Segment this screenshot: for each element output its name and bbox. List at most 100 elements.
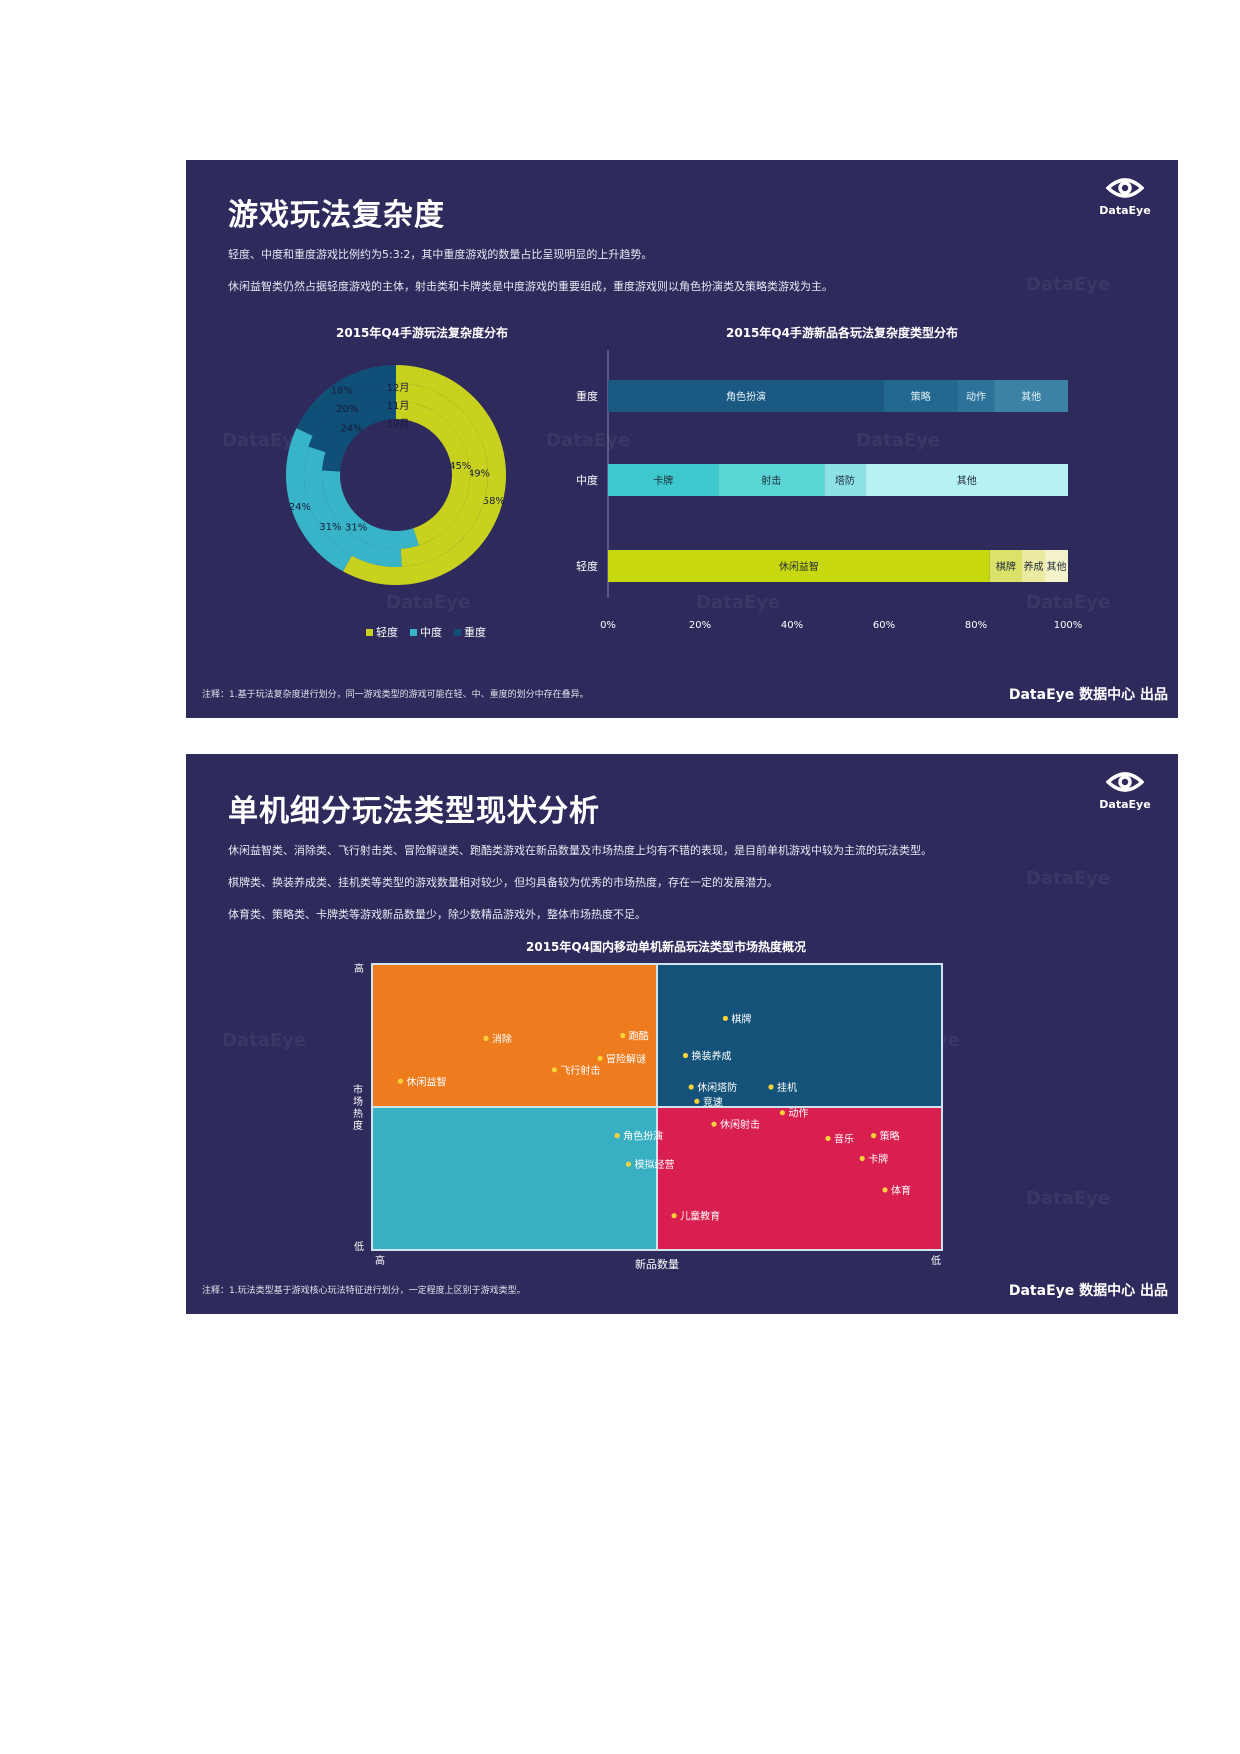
scatter-point bbox=[711, 1121, 717, 1127]
y-axis-title-char: 度 bbox=[353, 1119, 363, 1132]
scatter-point bbox=[682, 1052, 689, 1059]
legend-swatch bbox=[366, 628, 373, 636]
donut-ring-label: 10月 bbox=[387, 418, 410, 430]
scatter-point bbox=[768, 1084, 774, 1090]
donut-slice bbox=[343, 365, 506, 585]
donut-chart: 58% 24% 18% 49% 31% 20% 45% 31% 24% 12月 11月 10月 bbox=[286, 365, 506, 585]
eye-icon bbox=[1106, 178, 1144, 198]
scatter-point-label: 换装养成 bbox=[692, 1050, 732, 1063]
scatter-point-label: 棋牌 bbox=[731, 1012, 751, 1025]
scatter-point bbox=[859, 1155, 865, 1162]
donut-value-label: 49% bbox=[468, 468, 490, 479]
quadrant-chart-title: 2015年Q4国内移动单机新品玩法类型市场热度概况 bbox=[526, 940, 806, 954]
scatter-point bbox=[871, 1133, 877, 1139]
donut-value-label: 31% bbox=[345, 522, 367, 533]
bar-segment-label: 养成 bbox=[1024, 560, 1044, 573]
bar-segment bbox=[824, 464, 866, 496]
donut-value-label: 20% bbox=[336, 404, 358, 415]
x-tick-label: 100% bbox=[1054, 620, 1083, 631]
legend-swatch bbox=[454, 628, 461, 636]
logo-text: DataEye bbox=[1099, 204, 1151, 217]
quadrant-top-right bbox=[657, 964, 942, 1107]
bar-segment bbox=[608, 464, 719, 496]
quadrant-top-left bbox=[372, 964, 657, 1107]
donut-slice bbox=[296, 365, 396, 436]
donut-value-label: 31% bbox=[319, 522, 341, 533]
donut-slice bbox=[286, 428, 352, 572]
scatter-point bbox=[614, 1133, 620, 1139]
bar-segment bbox=[608, 380, 884, 412]
scatter-point-label: 消除 bbox=[492, 1032, 512, 1045]
donut-ring-label: 11月 bbox=[387, 400, 410, 412]
bar-segment-label: 其他 bbox=[1021, 390, 1041, 403]
logo-text: DataEye bbox=[1099, 798, 1151, 811]
bar-chart-title: 2015年Q4手游新品各玩法复杂度类型分布 bbox=[726, 326, 958, 340]
scatter-point bbox=[688, 1084, 694, 1090]
donut-value-label: 18% bbox=[331, 386, 353, 397]
watermark: DataEye bbox=[1026, 868, 1111, 889]
bar-category-label: 轻度 bbox=[576, 559, 598, 573]
bar-segment bbox=[865, 464, 1068, 496]
scatter-point bbox=[694, 1098, 700, 1104]
legend-label: 中度 bbox=[420, 626, 442, 639]
donut-ring-label: 12月 bbox=[387, 382, 410, 394]
description-line-1: 轻度、中度和重度游戏比例约为5:3:2，其中重度游戏的数量占比呈现明显的上升趋势… bbox=[228, 248, 653, 261]
scatter-point-label: 休闲塔防 bbox=[697, 1081, 737, 1094]
quadrant-bottom-right bbox=[657, 1107, 942, 1250]
donut-slice bbox=[322, 470, 419, 549]
scatter-point bbox=[779, 1110, 785, 1116]
bar-segment bbox=[608, 550, 990, 582]
dataeye-logo: DataEye bbox=[1090, 174, 1160, 224]
scatter-point-label: 休闲益智 bbox=[407, 1075, 447, 1088]
y-axis-title-char: 场 bbox=[353, 1095, 363, 1108]
scatter-point bbox=[825, 1135, 831, 1142]
slide-game-complexity: 游戏玩法复杂度 DataEye 轻度、中度和重度游戏比例约为5:3:2，其中重度… bbox=[186, 160, 1178, 718]
x-tick-label: 40% bbox=[781, 620, 803, 631]
donut-slice bbox=[396, 401, 471, 546]
eye-icon bbox=[1106, 772, 1144, 792]
scatter-point-label: 角色扮演 bbox=[623, 1130, 663, 1143]
y-axis-low: 低 bbox=[354, 1240, 364, 1253]
watermark: DataEye bbox=[222, 1030, 307, 1051]
bar-segment-label: 策略 bbox=[911, 390, 931, 403]
bar-segment bbox=[884, 380, 958, 412]
donut-slice bbox=[308, 383, 396, 453]
scatter-point bbox=[551, 1067, 557, 1073]
scatter-point-label: 休闲射击 bbox=[720, 1118, 760, 1131]
page-title: 游戏玩法复杂度 bbox=[228, 198, 445, 233]
description-line-2: 棋牌类、换装养成类、挂机类等类型的游戏数量相对较少，但均具备较为优秀的市场热度，… bbox=[228, 876, 778, 889]
bar-segment bbox=[1045, 550, 1068, 582]
x-axis-title: 新品数量 bbox=[635, 1257, 679, 1271]
legend-item-medium: 中度 bbox=[410, 624, 442, 640]
scatter-point-label: 飞行射击 bbox=[560, 1064, 600, 1077]
scatter-point bbox=[882, 1187, 888, 1193]
bar-segment bbox=[1022, 550, 1045, 582]
footnote: 注释：1.玩法类型基于游戏核心玩法特征进行划分，一定程度上区别于游戏类型。 bbox=[202, 1286, 526, 1296]
bar-segment-label: 其他 bbox=[957, 474, 977, 487]
slide-standalone-gameplay: 单机细分玩法类型现状分析 DataEye 休闲益智类、消除类、飞行射击类、冒险解… bbox=[186, 754, 1178, 1314]
scatter-point-label: 冒险解谜 bbox=[606, 1052, 646, 1065]
bar-segment-label: 棋牌 bbox=[996, 560, 1016, 573]
scatter-point bbox=[597, 1055, 603, 1061]
donut-value-label: 24% bbox=[340, 424, 362, 435]
bar-segment-label: 射击 bbox=[761, 475, 781, 487]
x-tick-label: 20% bbox=[689, 620, 711, 631]
donut-value-label: 45% bbox=[449, 461, 471, 472]
legend-swatch bbox=[410, 628, 417, 636]
bar-category-label: 中度 bbox=[576, 473, 598, 487]
donut-slice bbox=[322, 401, 396, 472]
scatter-point bbox=[483, 1035, 489, 1041]
scatter-point bbox=[620, 1032, 626, 1039]
watermark: DataEye bbox=[1026, 274, 1111, 295]
footnote: 注释：1.基于玩法复杂度进行划分，同一游戏类型的游戏可能在轻、中、重度的划分中存… bbox=[202, 690, 589, 700]
scatter-point-label: 竞速 bbox=[703, 1095, 723, 1108]
y-axis-title-char: 市 bbox=[353, 1083, 363, 1096]
scatter-point-label: 跑酷 bbox=[629, 1030, 649, 1043]
donut-value-label: 24% bbox=[289, 502, 311, 513]
description-line-1: 休闲益智类、消除类、飞行射击类、冒险解谜类、跑酷类游戏在新品数量及市场热度上均有… bbox=[228, 844, 932, 857]
dataeye-logo: DataEye bbox=[1090, 768, 1160, 818]
scatter-point-label: 动作 bbox=[788, 1108, 808, 1120]
bar-segment-label: 动作 bbox=[966, 391, 986, 403]
bar-segment bbox=[718, 464, 825, 496]
